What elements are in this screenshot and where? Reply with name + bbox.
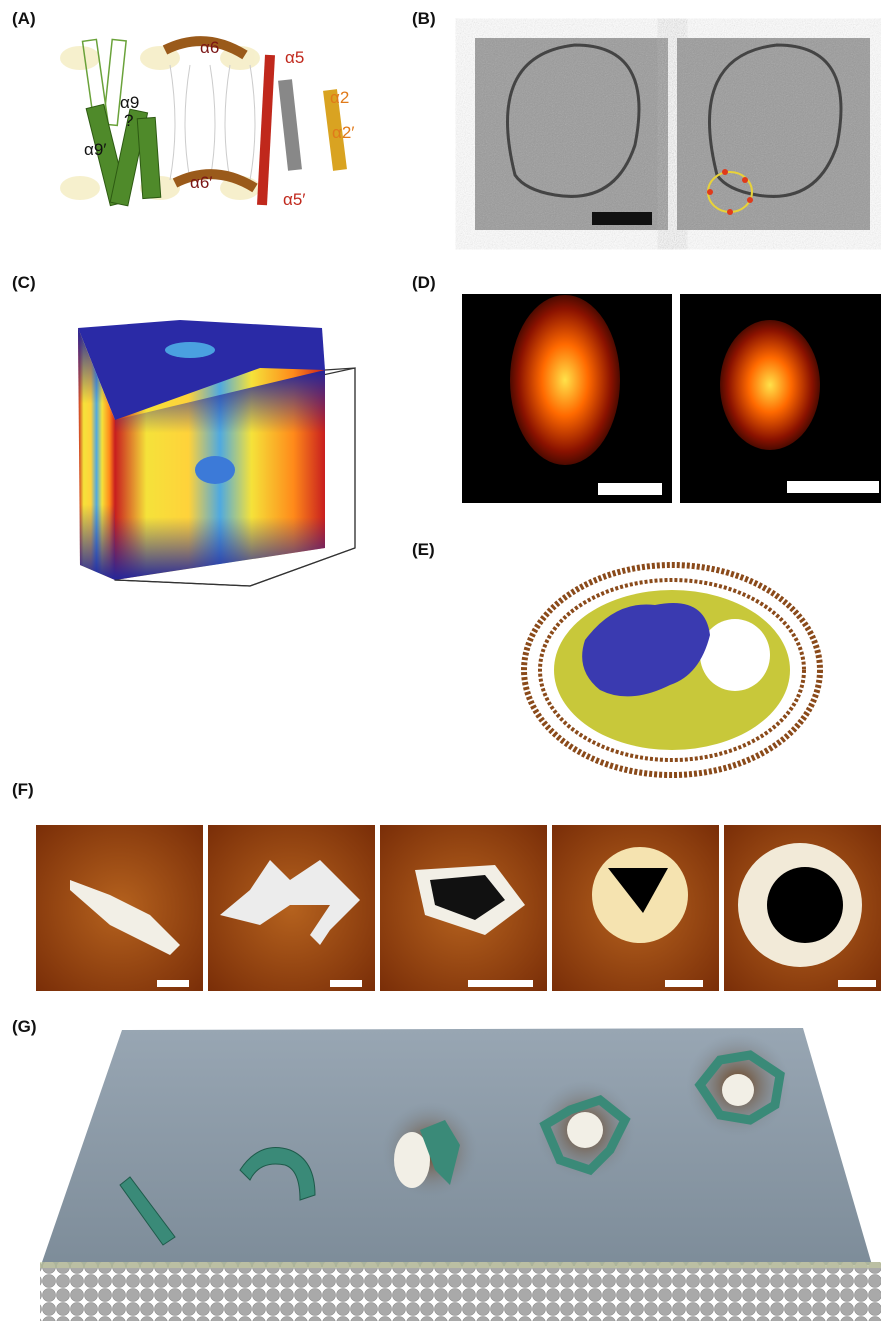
helix-label: α5 — [285, 48, 304, 67]
helix-label: α2 — [330, 88, 349, 107]
helix-label: α9 — [120, 93, 139, 112]
panel-label: (A) — [12, 9, 36, 28]
panel-e — [521, 562, 823, 778]
panel-label: (B) — [412, 9, 436, 28]
helix-label: ? — [124, 111, 133, 130]
panel-d — [462, 294, 881, 503]
panel-a: α6 α5 α2 α2′ α9 ? α9′ α6′ α5′ — [60, 36, 354, 209]
helix-label: α9′ — [84, 140, 106, 159]
panel-g — [40, 1028, 881, 1321]
panel-label: (C) — [12, 273, 36, 292]
panel-f — [36, 825, 881, 991]
panel-b — [475, 38, 870, 230]
panel-label: (D) — [412, 273, 436, 292]
helix-label: α5′ — [283, 190, 305, 209]
helix-label: α6′ — [190, 173, 212, 192]
helix-label: α6 — [200, 38, 219, 57]
panel-label: (E) — [412, 540, 435, 559]
helix-label: α2′ — [332, 123, 354, 142]
panel-label: (G) — [12, 1017, 37, 1036]
panel-label: (F) — [12, 780, 34, 799]
panel-c — [78, 320, 356, 587]
